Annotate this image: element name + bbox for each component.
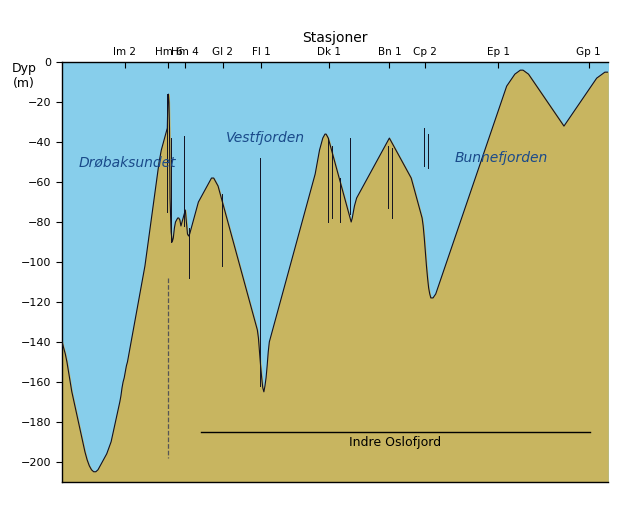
- Text: Bunnefjorden: Bunnefjorden: [455, 151, 548, 165]
- Y-axis label: Dyp
(m): Dyp (m): [11, 62, 36, 90]
- Text: Indre Oslofjord: Indre Oslofjord: [349, 436, 441, 449]
- X-axis label: Stasjoner: Stasjoner: [302, 31, 368, 45]
- Text: Drøbaksundet: Drøbaksundet: [78, 155, 176, 169]
- Text: Vestfjorden: Vestfjorden: [226, 131, 304, 145]
